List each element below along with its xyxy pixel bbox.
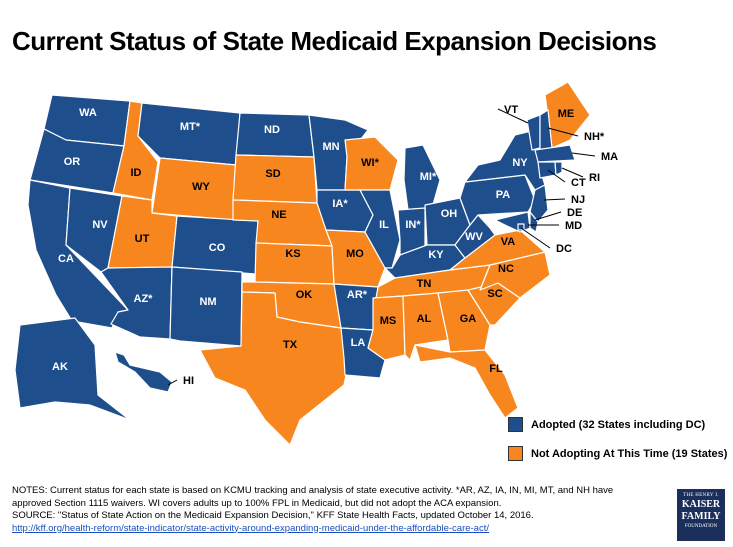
- state-label-fl: FL: [489, 363, 503, 375]
- state-label-de: DE: [567, 207, 582, 219]
- state-nm: [169, 266, 243, 347]
- state-label-co: CO: [209, 242, 226, 254]
- legend-not-adopting: Not Adopting At This Time (19 States): [508, 446, 727, 461]
- legend-not-adopting-label: Not Adopting At This Time (19 States): [531, 447, 728, 460]
- state-label-wy: WY: [192, 181, 210, 193]
- footnotes: NOTES: Current status for each state is …: [12, 485, 652, 535]
- state-label-oh: OH: [441, 208, 458, 220]
- state-label-me: ME: [558, 108, 575, 120]
- leader-line-ct: [547, 169, 566, 183]
- state-label-tn: TN: [417, 278, 432, 290]
- source-link[interactable]: http://kff.org/health-reform/state-indic…: [12, 522, 489, 534]
- state-label-ca: CA: [58, 253, 74, 265]
- state-label-sc: SC: [487, 288, 502, 300]
- state-label-la: LA: [351, 337, 366, 349]
- state-label-ne: NE: [271, 209, 286, 221]
- leader-line-hi: [167, 379, 178, 386]
- leader-line-vt: [497, 108, 529, 124]
- state-ma: [534, 144, 576, 163]
- state-label-nm: NM: [199, 296, 216, 308]
- legend-adopted-swatch: [508, 417, 523, 432]
- state-label-nd: ND: [264, 124, 280, 136]
- state-label-md: MD: [565, 220, 582, 232]
- state-label-ri: RI: [589, 172, 600, 184]
- state-label-wi: WI*: [361, 157, 379, 169]
- state-label-mt: MT*: [180, 121, 201, 133]
- state-label-ny: NY: [512, 157, 528, 169]
- leader-line-dc: [520, 227, 551, 249]
- state-label-ak: AK: [52, 361, 68, 373]
- state-label-id: ID: [131, 167, 142, 179]
- state-label-ky: KY: [428, 249, 444, 261]
- state-label-il: IL: [379, 219, 389, 231]
- state-label-va: VA: [501, 236, 516, 248]
- page-title: Current Status of State Medicaid Expansi…: [12, 26, 657, 56]
- state-label-hi: HI: [183, 375, 194, 387]
- state-label-nh: NH*: [584, 131, 605, 143]
- state-label-nv: NV: [92, 219, 108, 231]
- leader-line-ri: [561, 167, 584, 178]
- state-label-mo: MO: [346, 248, 364, 260]
- state-ri: [554, 161, 563, 176]
- state-label-wa: WA: [79, 107, 97, 119]
- notes-text: NOTES: Current status for each state is …: [12, 485, 614, 509]
- state-label-ut: UT: [135, 233, 150, 245]
- state-label-mi: MI*: [420, 171, 437, 183]
- state-de: [529, 211, 539, 233]
- state-label-ct: CT: [571, 177, 586, 189]
- source-text: SOURCE: "Status of State Action on the M…: [12, 510, 534, 521]
- leader-line-de: [534, 211, 562, 221]
- state-label-or: OR: [64, 156, 81, 168]
- leader-line-nj: [543, 198, 566, 201]
- leader-line-nh: [547, 127, 579, 137]
- state-ct: [537, 161, 557, 179]
- state-md: [494, 211, 531, 233]
- state-label-ok: OK: [296, 289, 313, 301]
- state-label-ma: MA: [601, 151, 618, 163]
- state-ak: [14, 317, 131, 421]
- us-map: WA OR CA NV ID MT* WY UT CO AZ* NM ND SD NE KS OK TX MN IA…: [14, 81, 618, 446]
- state-label-dc: DC: [556, 243, 572, 255]
- state-label-ia: IA*: [332, 198, 348, 210]
- state-label-nc: NC: [498, 263, 514, 275]
- kff-logo: THE HENRY J. KAISER FAMILY FOUNDATION: [677, 489, 725, 541]
- state-hi: [114, 351, 173, 393]
- state-label-mn: MN: [322, 141, 339, 153]
- state-label-vt: VT: [504, 104, 518, 116]
- state-label-sd: SD: [265, 168, 280, 180]
- legend-adopted: Adopted (32 States including DC): [508, 417, 705, 432]
- state-label-ks: KS: [285, 248, 300, 260]
- state-fl: [414, 344, 519, 419]
- state-nj: [529, 184, 549, 223]
- state-label-pa: PA: [496, 189, 511, 201]
- state-label-az: AZ*: [134, 293, 154, 305]
- state-label-ga: GA: [460, 313, 477, 325]
- state-label-nj: NJ: [571, 194, 585, 206]
- state-label-in: IN*: [405, 219, 421, 231]
- legend-adopted-label: Adopted (32 States including DC): [531, 418, 706, 431]
- state-tx: [199, 291, 351, 446]
- state-label-wv: WV: [465, 231, 483, 243]
- leader-line-ma: [571, 152, 596, 157]
- legend-not-adopting-swatch: [508, 446, 523, 461]
- state-label-ms: MS: [380, 315, 397, 327]
- state-label-tx: TX: [283, 339, 298, 351]
- state-ms: [367, 295, 406, 361]
- state-label-al: AL: [417, 313, 432, 325]
- state-label-ar: AR*: [347, 289, 368, 301]
